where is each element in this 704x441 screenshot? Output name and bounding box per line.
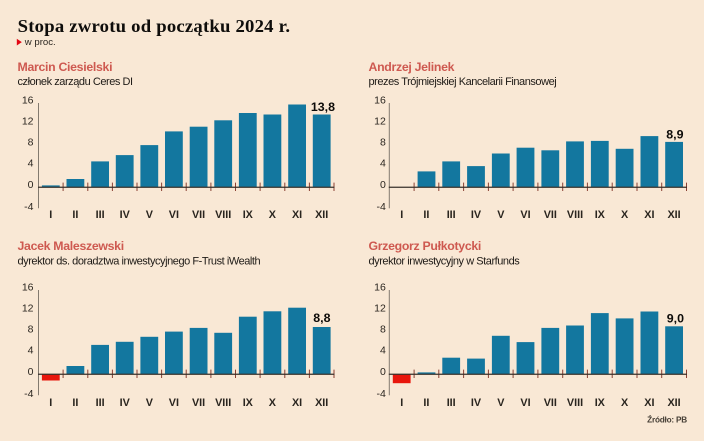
svg-text:XII: XII — [315, 209, 328, 221]
svg-text:V: V — [497, 397, 505, 409]
svg-text:III: III — [96, 209, 105, 221]
svg-text:IV: IV — [471, 397, 482, 409]
svg-text:12: 12 — [22, 303, 34, 315]
svg-text:XII: XII — [315, 397, 328, 409]
svg-text:4: 4 — [380, 158, 386, 170]
svg-text:w proc.: w proc. — [24, 37, 56, 48]
svg-text:8,8: 8,8 — [313, 311, 330, 325]
svg-text:I: I — [49, 209, 52, 221]
svg-text:III: III — [447, 209, 456, 221]
svg-text:-4: -4 — [24, 388, 33, 400]
svg-text:16: 16 — [22, 95, 34, 107]
svg-text:XI: XI — [292, 397, 302, 409]
svg-text:II: II — [72, 397, 78, 409]
svg-text:X: X — [269, 209, 277, 221]
svg-text:dyrektor ds. doradztwa inwesty: dyrektor ds. doradztwa inwestycyjnego F-… — [18, 256, 261, 268]
svg-text:4: 4 — [380, 345, 386, 357]
svg-text:IV: IV — [120, 397, 131, 409]
svg-text:0: 0 — [380, 366, 386, 378]
svg-text:12: 12 — [374, 116, 386, 128]
svg-text:-4: -4 — [376, 388, 385, 400]
svg-text:I: I — [400, 397, 403, 409]
svg-text:V: V — [497, 209, 505, 221]
svg-text:-4: -4 — [24, 201, 33, 213]
svg-text:IX: IX — [595, 209, 606, 221]
svg-text:VIII: VIII — [215, 209, 231, 221]
svg-text:8: 8 — [28, 137, 34, 149]
svg-text:VI: VI — [169, 397, 179, 409]
svg-text:II: II — [72, 209, 78, 221]
svg-text:4: 4 — [28, 345, 34, 357]
svg-text:prezes Trójmiejskiej Kancelari: prezes Trójmiejskiej Kancelarii Finansow… — [369, 76, 557, 88]
svg-text:VII: VII — [192, 397, 205, 409]
svg-text:VIII: VIII — [567, 397, 583, 409]
svg-text:Marcin Ciesielski: Marcin Ciesielski — [18, 60, 113, 74]
svg-text:I: I — [49, 397, 52, 409]
svg-text:VI: VI — [520, 209, 530, 221]
svg-text:8: 8 — [28, 324, 34, 336]
svg-text:IV: IV — [471, 209, 482, 221]
svg-text:12: 12 — [374, 303, 386, 315]
svg-text:XI: XI — [292, 209, 302, 221]
svg-text:Grzegorz Pułkotycki: Grzegorz Pułkotycki — [369, 239, 482, 253]
svg-text:X: X — [621, 397, 629, 409]
svg-text:VII: VII — [192, 209, 205, 221]
svg-text:13,8: 13,8 — [311, 100, 335, 114]
svg-text:16: 16 — [374, 282, 386, 294]
svg-text:X: X — [621, 209, 629, 221]
svg-text:II: II — [423, 209, 429, 221]
svg-text:16: 16 — [22, 282, 34, 294]
svg-text:0: 0 — [28, 366, 34, 378]
svg-text:9,0: 9,0 — [667, 312, 684, 326]
svg-text:VI: VI — [520, 397, 530, 409]
svg-text:dyrektor inwestycyjny w Starfu: dyrektor inwestycyjny w Starfunds — [369, 256, 521, 268]
svg-text:XII: XII — [667, 209, 680, 221]
svg-text:Stopa zwrotu od początku 2024: Stopa zwrotu od początku 2024 r. — [18, 16, 291, 35]
svg-text:IX: IX — [243, 209, 254, 221]
svg-text:X: X — [269, 397, 277, 409]
svg-text:XII: XII — [667, 397, 680, 409]
svg-text:członek zarządu Ceres DI: członek zarządu Ceres DI — [18, 76, 134, 88]
svg-text:-4: -4 — [376, 201, 385, 213]
svg-text:III: III — [96, 397, 105, 409]
svg-text:IV: IV — [120, 209, 131, 221]
svg-text:VIII: VIII — [567, 209, 583, 221]
svg-text:VII: VII — [544, 397, 557, 409]
svg-text:I: I — [400, 209, 403, 221]
svg-text:0: 0 — [380, 179, 386, 191]
svg-text:II: II — [423, 397, 429, 409]
svg-text:XI: XI — [644, 209, 654, 221]
svg-text:IX: IX — [243, 397, 254, 409]
svg-text:V: V — [146, 397, 154, 409]
svg-text:VII: VII — [544, 209, 557, 221]
svg-text:VIII: VIII — [215, 397, 231, 409]
svg-text:Andrzej Jelinek: Andrzej Jelinek — [369, 60, 455, 74]
svg-text:Źródło: PB: Źródło: PB — [647, 414, 687, 424]
svg-text:8,9: 8,9 — [666, 128, 683, 142]
svg-text:0: 0 — [28, 179, 34, 191]
svg-text:IX: IX — [595, 397, 606, 409]
svg-text:8: 8 — [380, 324, 386, 336]
svg-text:8: 8 — [380, 137, 386, 149]
svg-text:Jacek Maleszewski: Jacek Maleszewski — [18, 239, 124, 253]
svg-text:V: V — [146, 209, 154, 221]
svg-text:XI: XI — [644, 397, 654, 409]
svg-text:VI: VI — [169, 209, 179, 221]
svg-text:16: 16 — [374, 95, 386, 107]
svg-text:4: 4 — [28, 158, 34, 170]
svg-text:III: III — [447, 397, 456, 409]
svg-text:12: 12 — [22, 116, 34, 128]
